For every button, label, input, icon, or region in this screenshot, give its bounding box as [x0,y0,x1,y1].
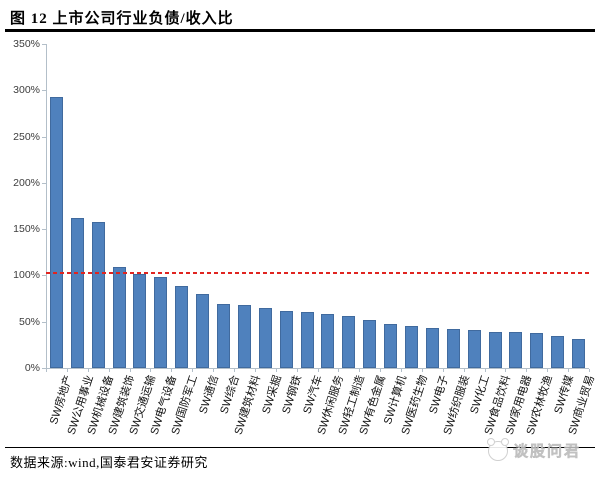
footer-divider [5,447,595,448]
x-axis-tick [87,369,89,372]
x-axis-tick [317,369,319,372]
bar-SW国防军工 [175,285,189,368]
y-axis-tick [42,182,46,184]
y-axis-tick [42,44,46,45]
bar-SW计算机 [384,323,398,368]
watermark: 谈股问君 [487,437,582,461]
bar-SW轻工制造 [342,316,356,368]
chart-title: 图 12 上市公司行业负债/收入比 [10,11,234,27]
data-source-note: 数据来源:wind,国泰君安证券研究 [10,455,208,470]
x-axis-tick [150,369,152,372]
bar-SW医药生物 [404,326,418,368]
watermark-logo-icon [487,437,509,461]
bar-SW通信 [196,293,210,368]
x-axis-tick [547,369,549,372]
x-axis-tick [275,369,277,372]
bar-SW汽车 [300,312,314,368]
bar-SW建筑材料 [237,305,251,368]
x-axis-tick [338,369,340,372]
x-axis-tick [442,369,444,372]
x-axis [46,368,589,369]
bar-SW家用电器 [509,331,523,368]
x-axis-tick [108,369,110,372]
x-axis-tick [421,369,423,372]
x-axis-tick [192,369,194,372]
x-axis-tick [463,369,465,372]
bar-SW纺织服装 [446,329,460,368]
x-axis-tick [401,369,403,372]
x-axis-tick [46,369,47,372]
bar-SW房地产 [49,96,63,368]
y-axis-tick-label: 150% [13,223,40,236]
y-axis-tick [42,368,46,369]
y-axis-tick [42,321,46,323]
bar-SW传媒 [551,335,565,368]
bar-SW采掘 [258,307,272,368]
x-axis-tick [171,369,173,372]
bar-SW建筑装饰 [112,267,126,368]
y-axis-tick-label: 50% [18,315,40,328]
bar-SW有色金属 [363,319,377,368]
y-axis-tick-label: 300% [13,84,40,97]
bar-SW化工 [467,330,481,368]
x-axis-tick [254,369,256,372]
x-axis-tick [380,369,382,372]
y-axis-tick-label: 200% [13,176,40,189]
bar-SW交通运输 [133,273,147,368]
y-axis-tick-label: 0% [24,362,40,374]
bar-SW电子 [425,328,439,368]
y-axis-tick [42,136,46,138]
bar-SW休闲服务 [321,314,335,368]
x-axis-tick [505,369,507,372]
bar-SW电气设备 [154,277,168,368]
x-axis-tick [526,369,528,372]
x-axis-tick [233,369,235,372]
y-axis-tick [42,275,46,277]
x-axis-tick [359,369,361,372]
reference-line-100pct [46,271,589,274]
bar-SW钢铁 [279,310,293,368]
y-axis-tick-label: 100% [13,269,40,282]
x-axis-tick [589,369,590,372]
x-axis-tick [66,369,68,372]
watermark-text: 谈股问君 [513,443,582,461]
x-axis-tick [213,369,215,372]
y-axis-tick-label: 250% [13,130,40,143]
title-divider [5,29,595,32]
y-axis-tick-label: 350% [13,38,40,50]
y-axis [46,44,47,369]
y-axis-tick [42,229,46,231]
bar-SW公用事业 [70,218,84,368]
x-axis-tick [129,369,131,372]
x-axis-tick [296,369,298,372]
bar-SW商业贸易 [572,339,586,368]
bar-SW机械设备 [91,221,105,368]
bar-SW食品饮料 [488,331,502,368]
y-axis-tick [42,90,46,92]
bar-SW农林牧渔 [530,332,544,368]
x-axis-tick [568,369,570,372]
bar-SW综合 [217,304,231,368]
x-axis-tick [484,369,486,372]
